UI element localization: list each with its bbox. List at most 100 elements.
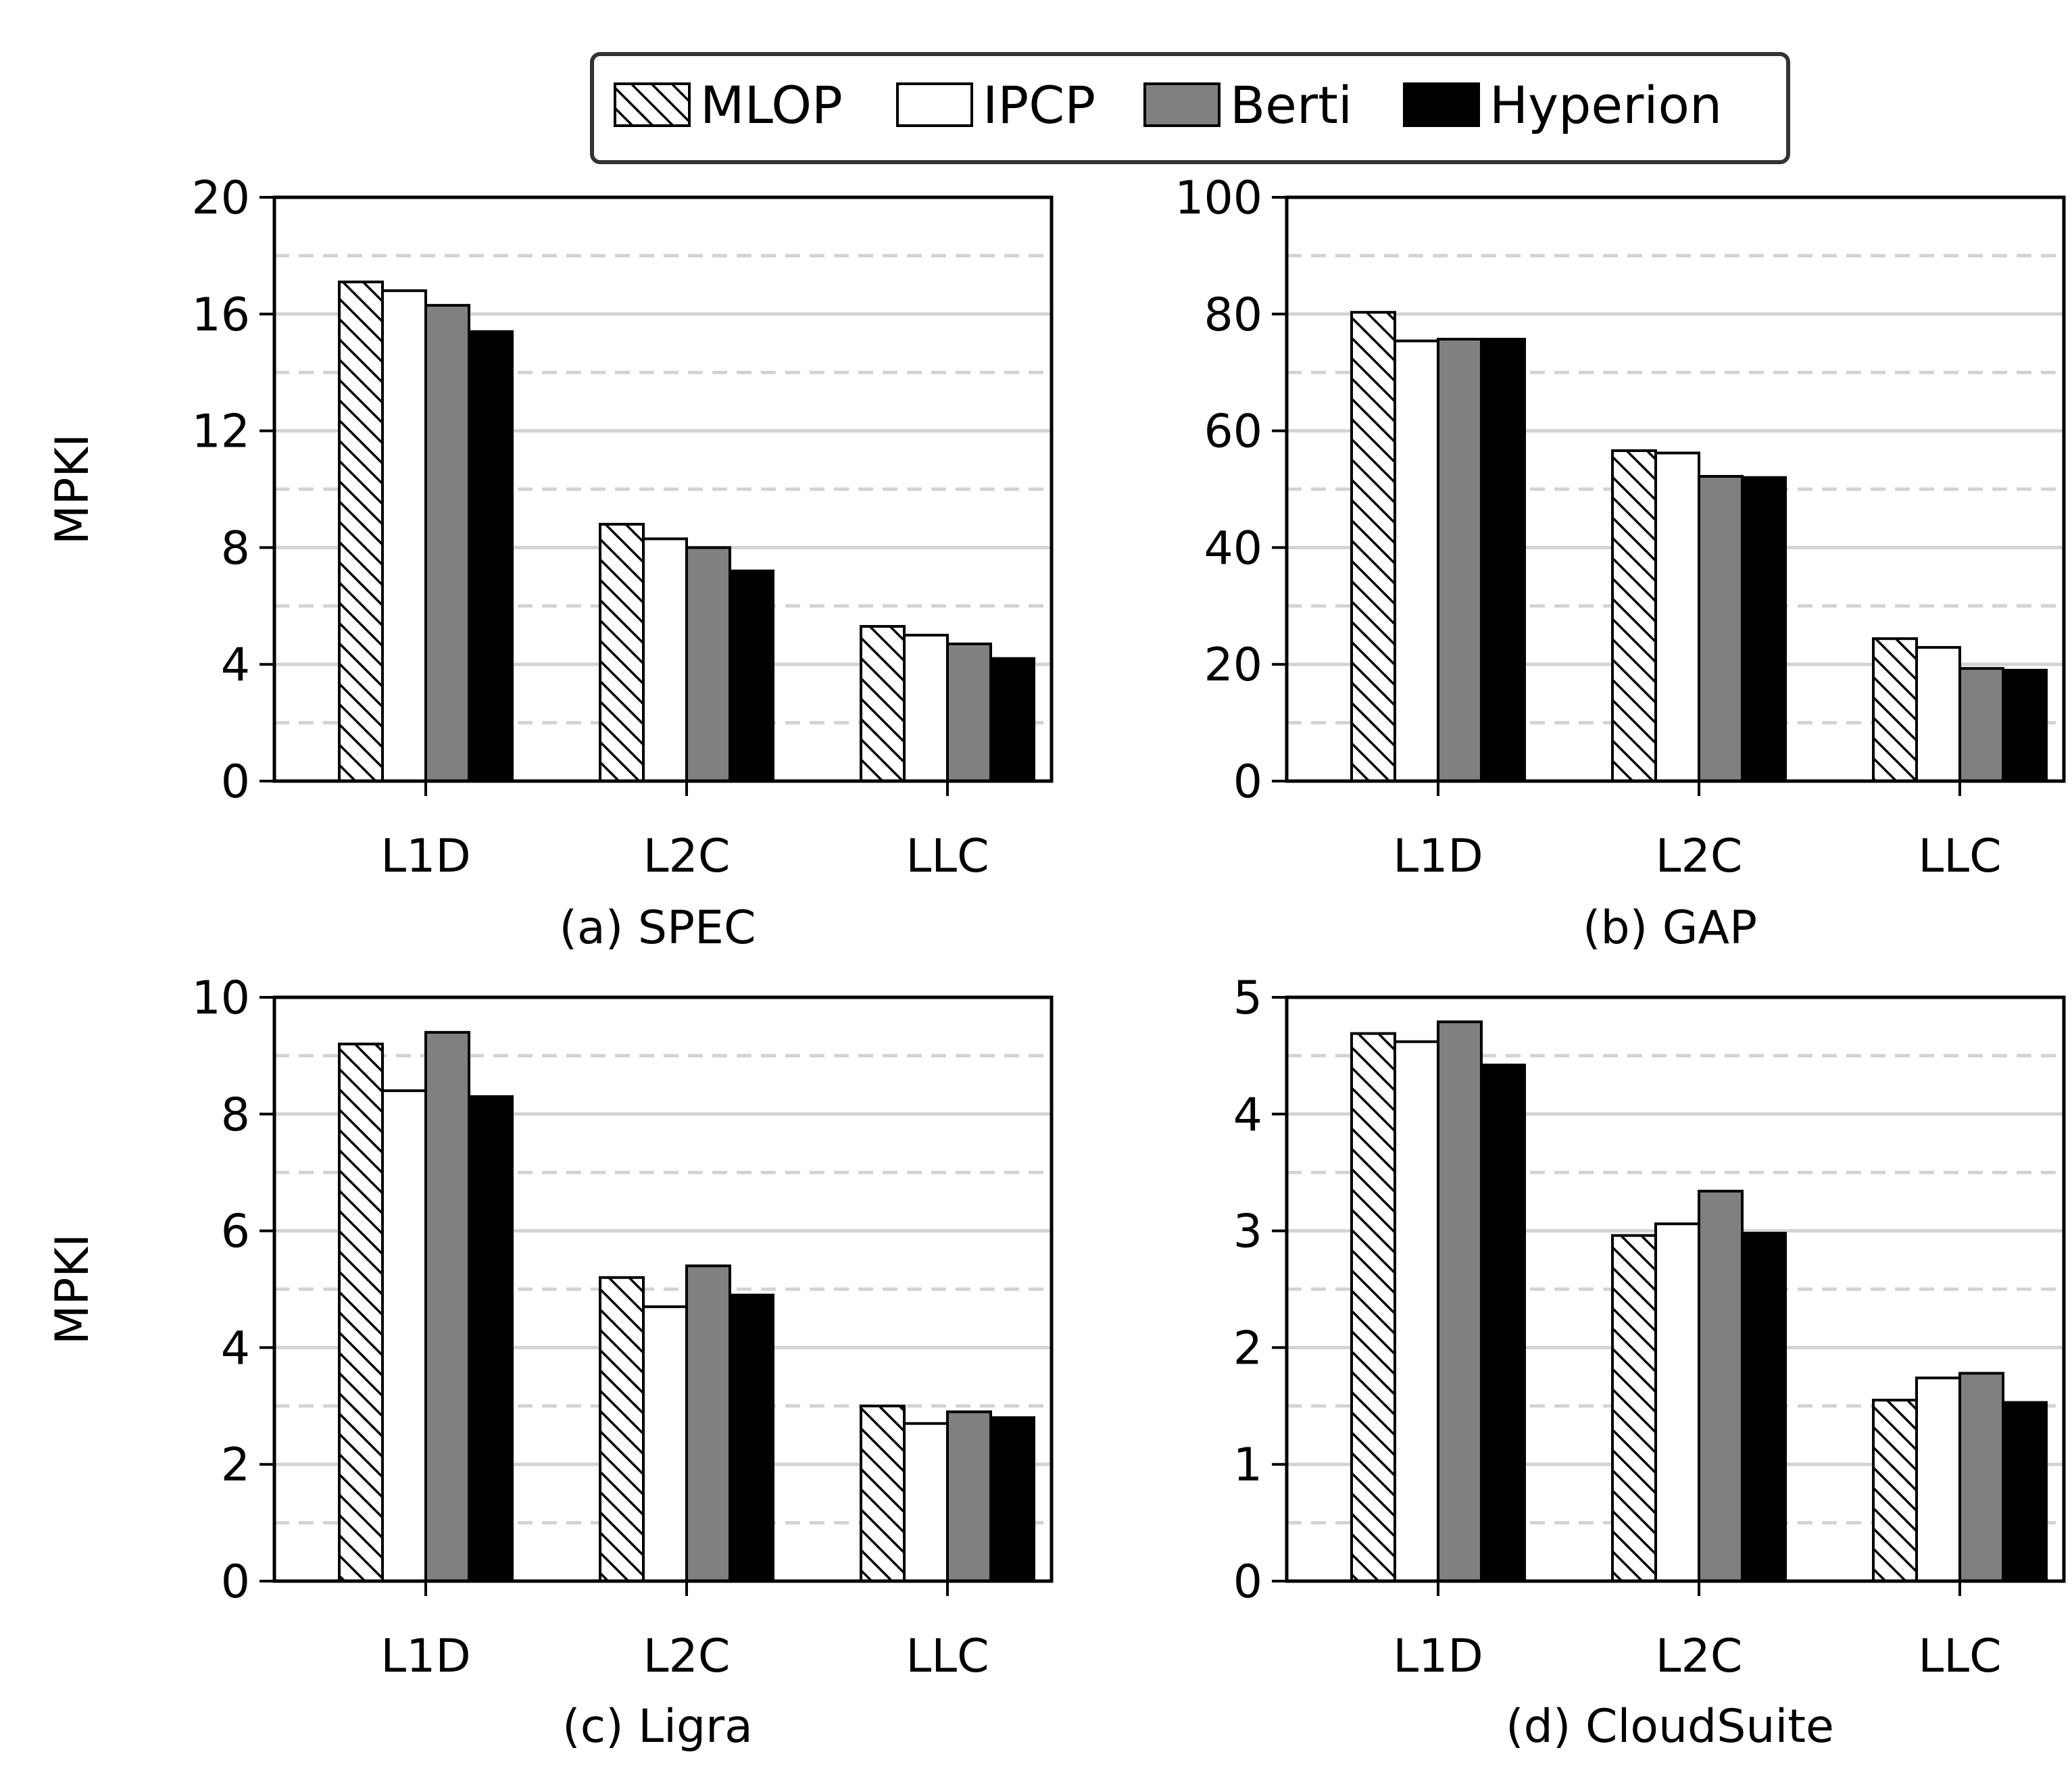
bar-ipcp-l2c <box>642 537 688 782</box>
bar-mlop-l1d <box>338 1043 384 1582</box>
legend-swatch-berti <box>1143 82 1220 127</box>
subplot-title: (b) GAP <box>1583 901 1757 955</box>
x-tick-label-l2c: L2C <box>1656 1630 1743 1683</box>
y-tick-label: 40 <box>1204 522 1262 575</box>
legend-swatch-ipcp <box>896 82 973 127</box>
y-tick-label: 2 <box>221 1439 250 1492</box>
bar-hyperion-l2c <box>1741 476 1787 782</box>
bar-ipcp-l1d <box>1393 1040 1439 1582</box>
legend-label-berti: Berti <box>1230 75 1352 135</box>
bar-mlop-llc <box>1872 1399 1918 1582</box>
bar-ipcp-l2c <box>642 1305 688 1583</box>
subplot-title: (c) Ligra <box>562 1700 753 1753</box>
legend-swatch-hyperion <box>1403 82 1480 127</box>
bar-hyperion-l2c <box>729 569 774 783</box>
y-tick-label: 8 <box>221 1089 250 1142</box>
y-tick-label: 4 <box>1233 1089 1262 1142</box>
bar-berti-llc <box>1958 1372 2004 1583</box>
x-tick-label-l1d: L1D <box>380 1630 471 1683</box>
x-tick-label-l1d: L1D <box>1393 1630 1483 1683</box>
x-tick-label-llc: LLC <box>906 1630 989 1683</box>
bar-ipcp-llc <box>903 634 949 782</box>
plot-frame <box>272 995 1054 1583</box>
x-tick-label-l2c: L2C <box>643 1630 731 1683</box>
bar-hyperion-llc <box>989 657 1035 782</box>
bar-berti-l2c <box>685 1264 731 1582</box>
legend-entry-berti: Berti <box>1143 75 1352 135</box>
bar-mlop-l2c <box>1611 449 1657 782</box>
y-tick-label: 60 <box>1204 405 1262 459</box>
bar-berti-l1d <box>424 1030 470 1582</box>
y-tick-label: 3 <box>1233 1205 1262 1259</box>
bar-hyperion-l2c <box>1741 1232 1787 1582</box>
y-tick-label: 20 <box>191 172 250 225</box>
y-tick-label: 10 <box>191 972 250 1025</box>
y-tick-label: 4 <box>221 639 250 692</box>
bar-hyperion-llc <box>2002 668 2048 783</box>
bar-ipcp-llc <box>1915 646 1961 782</box>
plot-frame <box>1285 195 2066 783</box>
x-tick-label-l1d: L1D <box>380 830 471 883</box>
y-axis-title: MPKI <box>46 434 99 545</box>
legend: MLOP IPCP Berti Hyperion <box>590 52 1790 164</box>
bar-hyperion-llc <box>2002 1401 2048 1582</box>
x-tick-label-llc: LLC <box>1918 1630 2001 1683</box>
legend-entry-mlop: MLOP <box>614 75 843 135</box>
bar-mlop-l2c <box>1611 1234 1657 1582</box>
bar-berti-l2c <box>1698 474 1744 782</box>
bar-hyperion-l2c <box>729 1293 774 1582</box>
legend-entry-hyperion: Hyperion <box>1403 75 1722 135</box>
y-tick-label: 4 <box>221 1322 250 1375</box>
bar-mlop-l1d <box>1350 1032 1396 1582</box>
x-tick-label-llc: LLC <box>1918 830 2001 883</box>
x-tick-label-l1d: L1D <box>1393 830 1483 883</box>
plot-frame <box>272 195 1054 783</box>
y-axis-title: MPKI <box>46 1234 99 1345</box>
x-tick-label-l2c: L2C <box>643 830 731 883</box>
bar-mlop-l1d <box>1350 311 1396 782</box>
bar-ipcp-llc <box>1915 1376 1961 1582</box>
y-tick-label: 6 <box>221 1205 250 1259</box>
bar-hyperion-l1d <box>468 1095 514 1582</box>
bar-berti-l1d <box>1437 337 1483 782</box>
y-tick-label: 0 <box>1233 755 1262 809</box>
x-tick-label-llc: LLC <box>906 830 989 883</box>
legend-entry-ipcp: IPCP <box>896 75 1095 135</box>
y-tick-label: 20 <box>1204 639 1262 692</box>
bar-ipcp-llc <box>903 1422 949 1582</box>
bar-berti-l1d <box>424 303 470 782</box>
y-tick-label: 0 <box>221 755 250 809</box>
bar-ipcp-l2c <box>1654 451 1700 782</box>
bar-ipcp-l1d <box>381 1089 427 1582</box>
legend-label-mlop: MLOP <box>700 75 843 135</box>
bar-ipcp-l2c <box>1654 1222 1700 1583</box>
plot-frame <box>1285 995 2066 1583</box>
legend-label-hyperion: Hyperion <box>1489 75 1722 135</box>
legend-swatch-mlop <box>614 82 691 127</box>
bar-berti-llc <box>1958 667 2004 782</box>
bar-berti-l1d <box>1437 1020 1483 1582</box>
bar-mlop-llc <box>1872 637 1918 783</box>
bar-mlop-l2c <box>599 522 645 783</box>
panel-ligra: L1D L2C LLC 0 2 4 6 8 10 MPKI (c) Ligra <box>46 972 1054 1753</box>
y-tick-label: 5 <box>1233 972 1262 1025</box>
bar-hyperion-l1d <box>1480 337 1526 782</box>
y-tick-label: 16 <box>191 289 250 342</box>
bar-mlop-llc <box>860 625 906 782</box>
y-tick-label: 80 <box>1204 289 1262 342</box>
y-tick-label: 8 <box>221 522 250 575</box>
bar-mlop-l2c <box>599 1276 645 1582</box>
y-tick-label: 0 <box>221 1555 250 1609</box>
subplot-title: (d) CloudSuite <box>1506 1700 1834 1753</box>
bar-berti-l2c <box>1698 1189 1744 1582</box>
bar-ipcp-l1d <box>381 289 427 782</box>
bar-ipcp-l1d <box>1393 339 1439 782</box>
bar-berti-llc <box>946 1410 992 1582</box>
bar-hyperion-llc <box>989 1416 1035 1583</box>
bar-berti-l2c <box>685 546 731 783</box>
bar-mlop-l1d <box>338 280 384 782</box>
bar-mlop-llc <box>860 1404 906 1583</box>
y-tick-label: 0 <box>1233 1555 1262 1609</box>
panel-gap: L1D L2C LLC 0 20 40 60 80 100 (b) GAP <box>1175 172 2066 955</box>
